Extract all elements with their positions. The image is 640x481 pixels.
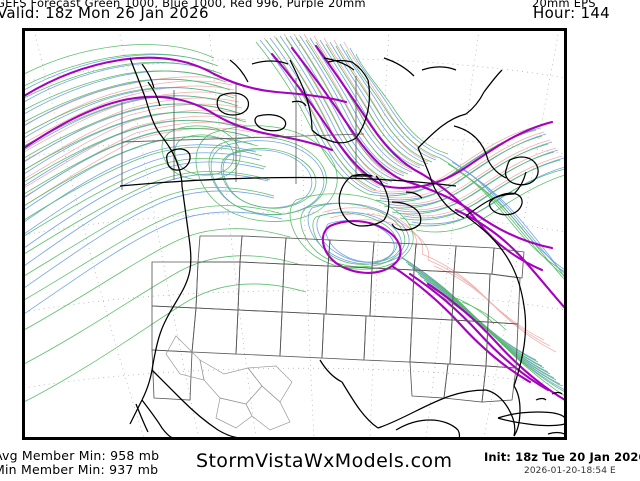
generated-timestamp: 2026-01-20-18:54 E xyxy=(524,466,616,476)
min-member-min-label: Min Member Min: 937 mb xyxy=(0,462,159,477)
series-red-996 xyxy=(24,33,563,353)
legend-left-text: GEFS Forecast Green 1000, Blue 1000, Red… xyxy=(0,0,366,8)
state-borders xyxy=(121,76,525,431)
legend-right-text: 20mm EPS xyxy=(532,0,596,8)
forecast-hour-label: Hour: 144 xyxy=(533,4,611,22)
brand-watermark: StormVistaWxModels.com xyxy=(196,450,453,472)
legend-line: GEFS Forecast Green 1000, Blue 1000, Red… xyxy=(0,0,640,8)
footer: Avg Member Min: 958 mb Min Member Min: 9… xyxy=(0,444,640,481)
map-panel[interactable] xyxy=(22,28,567,440)
valid-time-label: Valid: 18z Mon 26 Jan 2026 xyxy=(0,4,209,22)
series-green-1000 xyxy=(24,37,565,403)
spaghetti-map xyxy=(24,30,565,438)
avg-member-min-label: Avg Member Min: 958 mb xyxy=(0,448,160,463)
init-cycle-label: Init: 18z Tue 20 Jan 2026 xyxy=(484,450,640,464)
